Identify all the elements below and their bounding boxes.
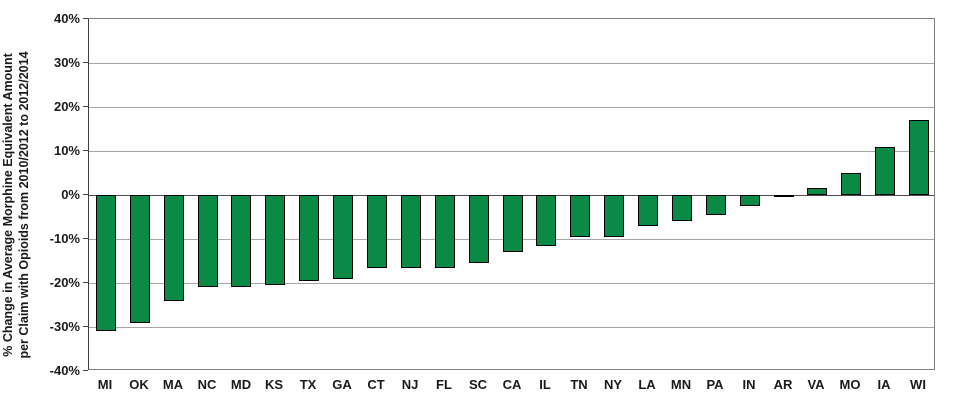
y-axis-tick — [83, 370, 88, 371]
y-tick-label: 30% — [53, 55, 80, 70]
y-tick-label: 20% — [53, 99, 80, 114]
x-tick-label-FL: FL — [436, 377, 452, 392]
plot-area — [88, 18, 935, 370]
bar-VA — [807, 188, 827, 195]
x-tick-label-KS: KS — [264, 377, 284, 392]
bar-NJ — [401, 195, 421, 268]
x-tick-label-TX: TX — [299, 377, 317, 392]
bar-CT — [367, 195, 387, 268]
bar-KS — [265, 195, 285, 285]
x-tick-label-PA: PA — [706, 377, 724, 392]
x-tick-label-IL: IL — [539, 377, 551, 392]
x-tick-label-OK: OK — [129, 377, 149, 392]
y-axis-tick — [83, 150, 88, 151]
y-tick-label: 10% — [53, 143, 80, 158]
bar-IA — [875, 147, 895, 195]
bar-FL — [435, 195, 455, 268]
x-tick-label-MA: MA — [162, 377, 184, 392]
y-tick-label: -10% — [49, 231, 80, 246]
bar-WI — [909, 120, 929, 195]
x-tick-label-SC: SC — [468, 377, 488, 392]
gridline — [89, 63, 934, 64]
x-tick-label-TN: TN — [570, 377, 588, 392]
bar-GA — [333, 195, 353, 279]
bar-LA — [638, 195, 658, 226]
y-axis-tick — [83, 106, 88, 107]
x-tick-label-IN: IN — [742, 377, 756, 392]
bar-MA — [164, 195, 184, 301]
y-axis-tick — [83, 62, 88, 63]
bar-NY — [604, 195, 624, 237]
bar-MI — [96, 195, 116, 331]
y-axis-tick — [83, 18, 88, 19]
x-tick-label-LA: LA — [638, 377, 656, 392]
x-tick-label-MO: MO — [839, 377, 861, 392]
bar-AR — [774, 195, 794, 197]
x-tick-label-NJ: NJ — [401, 377, 419, 392]
x-tick-label-IA: IA — [877, 377, 891, 392]
bar-NC — [198, 195, 218, 287]
y-axis-tick — [83, 194, 88, 195]
gridline — [89, 107, 934, 108]
y-axis-tick — [83, 326, 88, 327]
y-axis-title-line1: % Change in Average Morphine Equivalent … — [1, 53, 15, 357]
gridline — [89, 283, 934, 284]
x-tick-label-GA: GA — [332, 377, 352, 392]
x-tick-label-MI: MI — [97, 377, 113, 392]
y-tick-label: -20% — [49, 275, 80, 290]
y-tick-label: 0% — [61, 187, 80, 202]
y-tick-label: -40% — [49, 363, 80, 378]
bar-OK — [130, 195, 150, 323]
bar-SC — [469, 195, 489, 263]
gridline — [89, 151, 934, 152]
gridline — [89, 327, 934, 328]
x-tick-label-NC: NC — [197, 377, 217, 392]
bar-MN — [672, 195, 692, 221]
x-tick-label-VA: VA — [807, 377, 825, 392]
bar-MD — [231, 195, 251, 287]
y-axis-title-line2: per Claim with Opioids from 2010/2012 to… — [17, 51, 31, 359]
y-tick-label: -30% — [49, 319, 80, 334]
bar-IL — [536, 195, 556, 246]
x-tick-label-MN: MN — [670, 377, 692, 392]
x-tick-label-AR: AR — [773, 377, 793, 392]
x-tick-label-MD: MD — [230, 377, 252, 392]
x-tick-label-CA: CA — [502, 377, 522, 392]
bar-IN — [740, 195, 760, 206]
x-tick-label-NY: NY — [603, 377, 623, 392]
bar-CA — [503, 195, 523, 252]
bar-TX — [299, 195, 319, 281]
bar-PA — [706, 195, 726, 215]
y-axis-tick — [83, 238, 88, 239]
bar-MO — [841, 173, 861, 195]
y-axis-tick — [83, 282, 88, 283]
x-tick-label-CT: CT — [367, 377, 385, 392]
bar-TN — [570, 195, 590, 237]
y-axis-title: % Change in Average Morphine Equivalent … — [0, 29, 36, 381]
x-tick-label-WI: WI — [910, 377, 926, 392]
y-tick-label: 40% — [53, 11, 80, 26]
